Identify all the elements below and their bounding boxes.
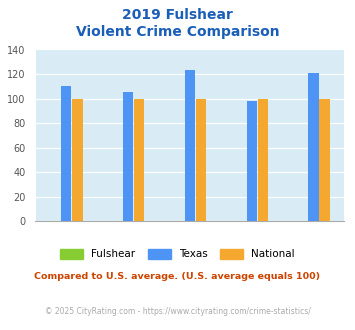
Legend: Fulshear, Texas, National: Fulshear, Texas, National [56, 245, 299, 263]
Bar [258, 99, 268, 221]
Bar [185, 70, 195, 221]
Text: Violent Crime Comparison: Violent Crime Comparison [76, 25, 279, 39]
Text: 2019 Fulshear: 2019 Fulshear [122, 8, 233, 22]
Bar [61, 86, 71, 221]
Bar [320, 99, 330, 221]
Text: Compared to U.S. average. (U.S. average equals 100): Compared to U.S. average. (U.S. average … [34, 272, 321, 281]
Text: © 2025 CityRating.com - https://www.cityrating.com/crime-statistics/: © 2025 CityRating.com - https://www.city… [45, 307, 310, 316]
Bar [308, 73, 318, 221]
Bar [72, 99, 83, 221]
Bar [134, 99, 144, 221]
Bar [196, 99, 206, 221]
Bar [123, 92, 133, 221]
Bar [247, 101, 257, 221]
